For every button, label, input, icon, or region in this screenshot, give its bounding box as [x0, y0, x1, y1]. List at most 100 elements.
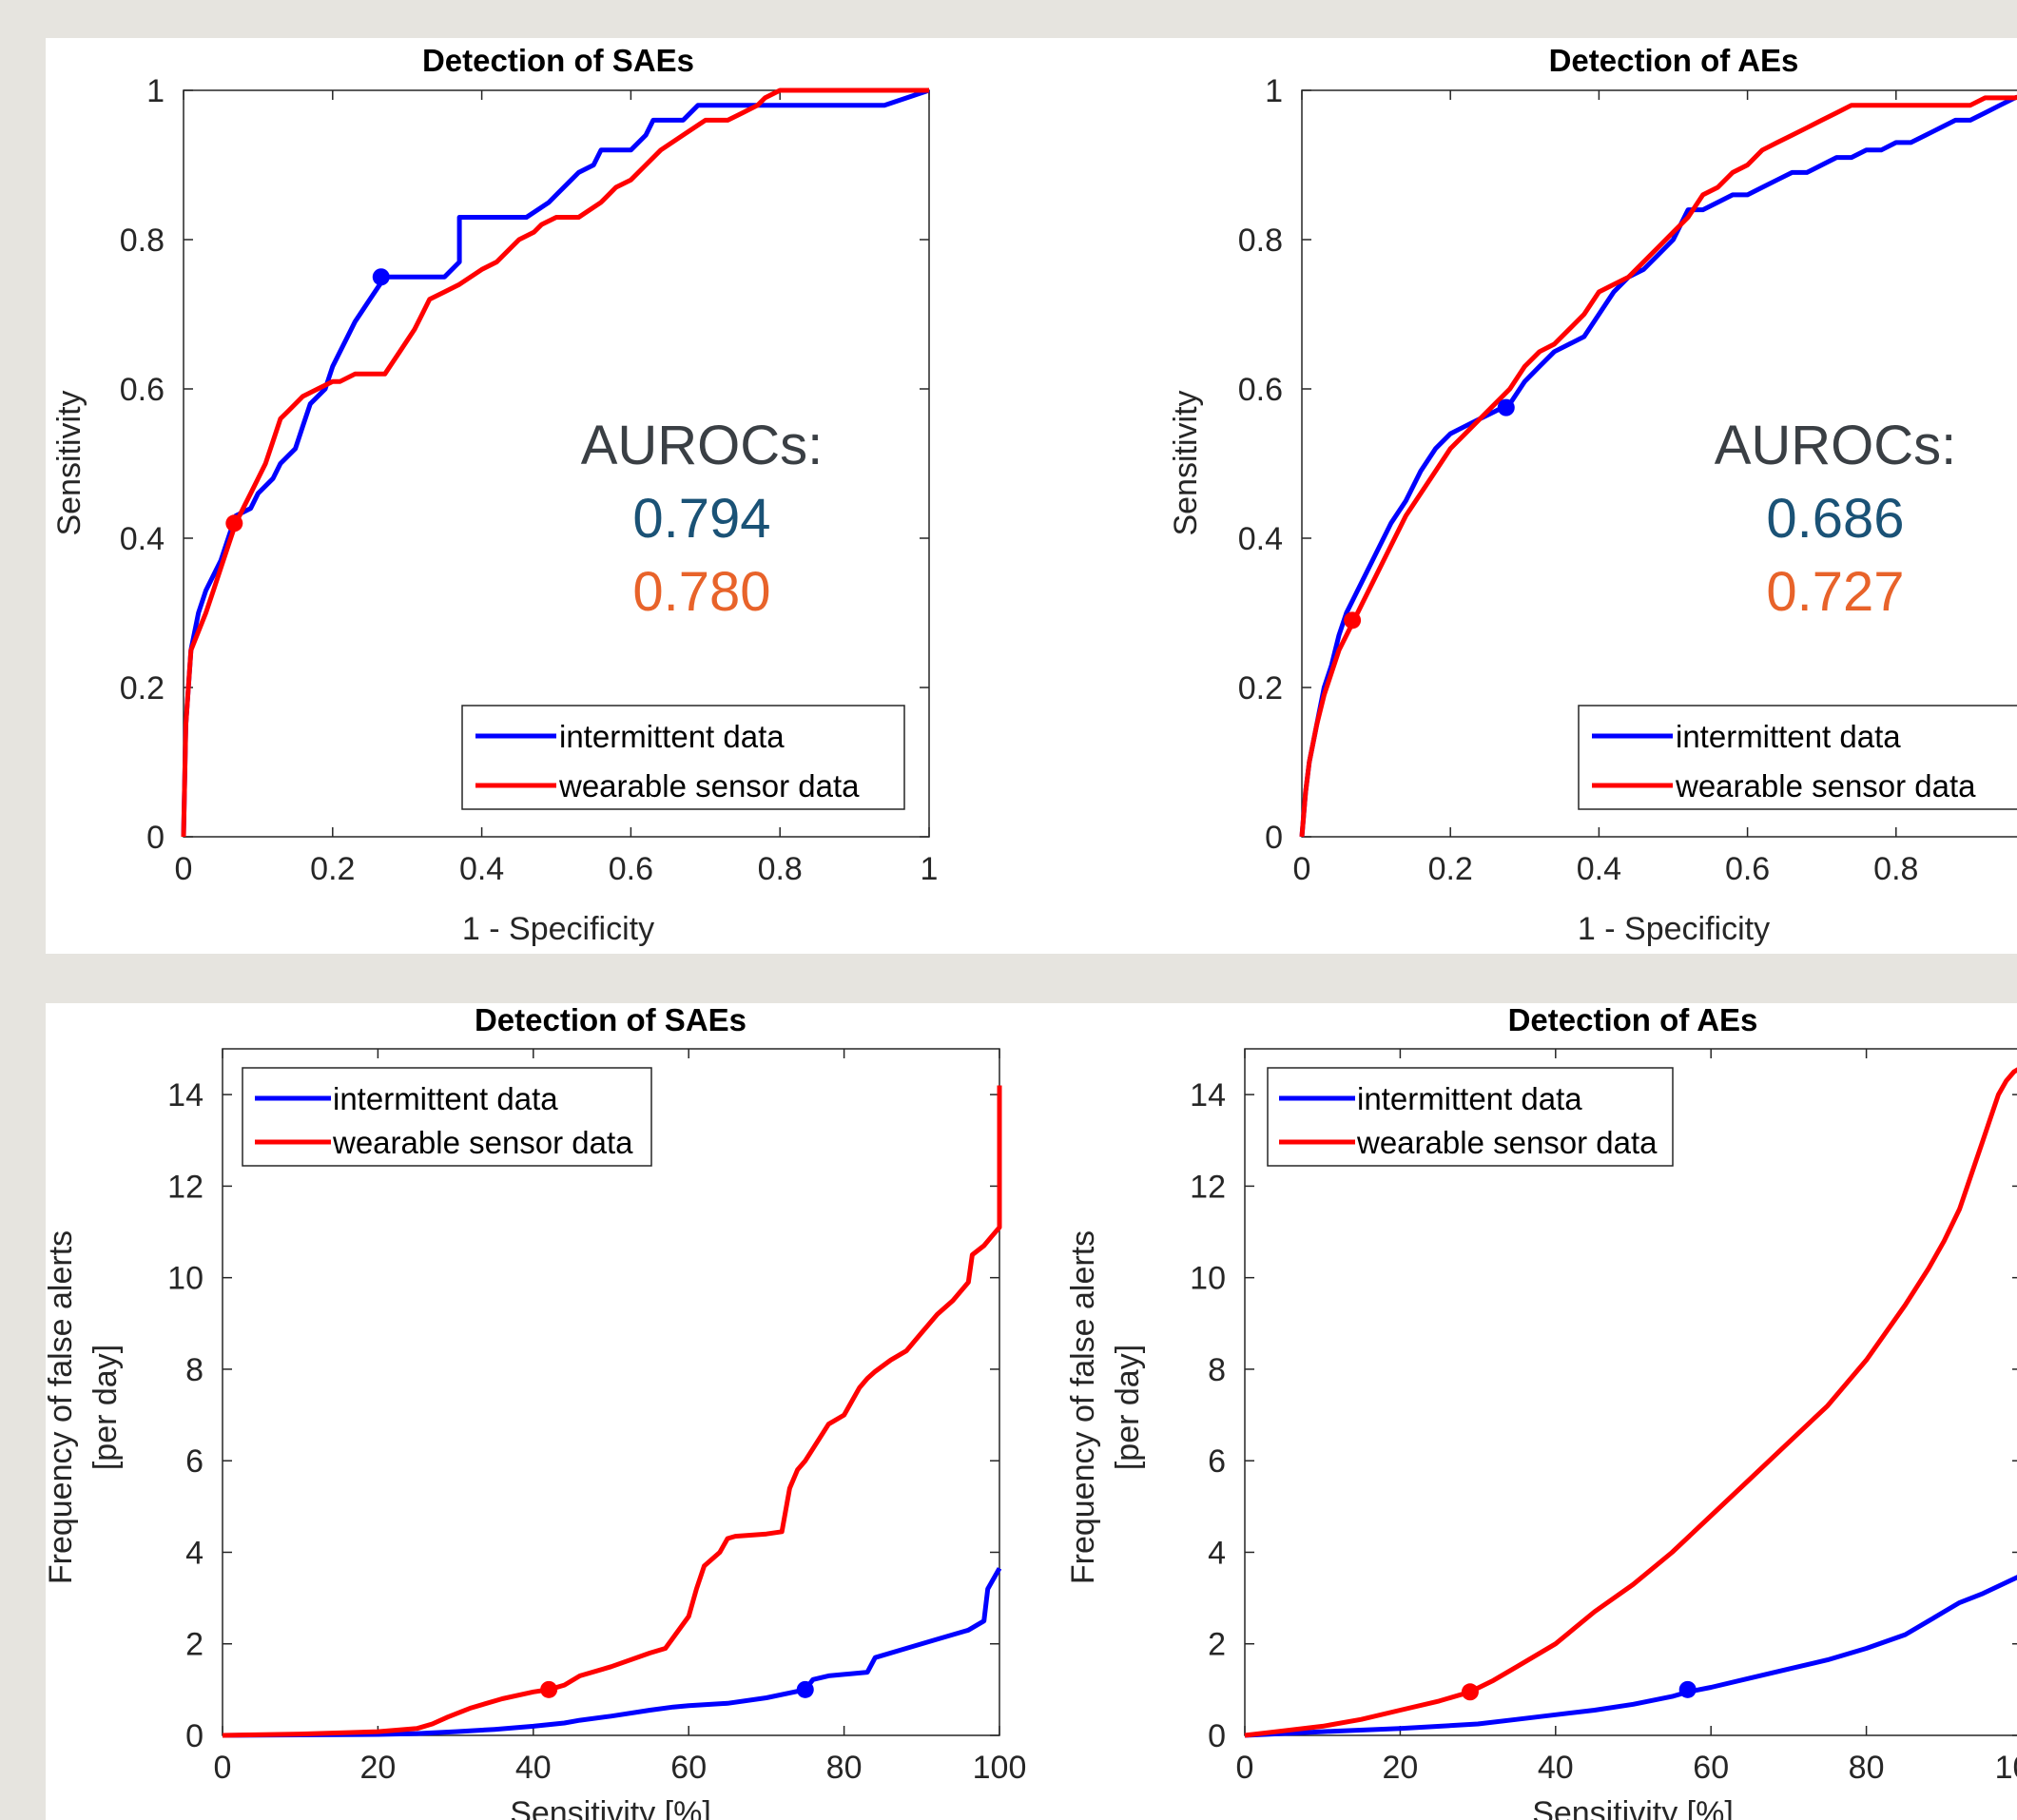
y-tick-label: 2 [185, 1627, 204, 1663]
x-axis-label: 1 - Specificity [1578, 911, 1770, 947]
legend-box [461, 705, 905, 810]
y-tick-label: 0.6 [1238, 372, 1283, 408]
series-line-wearable-sensor-data [1244, 1067, 2017, 1738]
y-tick-label: 8 [1208, 1352, 1226, 1388]
false-alerts-chart-aes: 0 20 40 60 80 100 0 2 4 6 8 10 12 14 Detection of AEs… [1065, 1002, 2017, 1820]
x-tick-label: 100 [973, 1750, 1027, 1786]
marker-wearable-sensor-data [225, 514, 243, 532]
y-tick-label: 1 [146, 73, 165, 109]
y-tick-label: 4 [1208, 1535, 1226, 1571]
series-line-wearable-sensor-data [1299, 94, 2017, 838]
marker-wearable-sensor-data [1461, 1683, 1479, 1701]
auroc-heading: AUROCs: [1715, 415, 1957, 476]
x-tick-label: 60 [1693, 1750, 1729, 1786]
auroc-wearable-value: 0.727 [1766, 561, 1904, 623]
y-tick-label: 0.8 [120, 223, 165, 259]
y-tick-label: 0 [1265, 820, 1283, 856]
y-axis-label: Sensitivity [51, 390, 87, 535]
y-tick-label: 0.2 [1238, 670, 1283, 707]
legend-label-intermittent: intermittent data [1676, 719, 1901, 754]
x-tick-label: 0.8 [758, 851, 803, 887]
x-tick-label: 0.6 [609, 851, 653, 887]
legend-label-intermittent: intermittent data [333, 1081, 558, 1116]
x-tick-label: 0.4 [459, 851, 504, 887]
y-tick-label: 0.6 [120, 372, 165, 408]
marker-wearable-sensor-data [1344, 611, 1362, 629]
y-axis-label-line-1: Frequency of false alerts [43, 1230, 79, 1584]
x-axis-label: Sensitivity [%] [510, 1795, 711, 1820]
chart-title: Detection of AEs [1549, 43, 1799, 78]
x-tick-label: 0 [1236, 1750, 1254, 1786]
legend: intermittent data wearable sensor data [242, 1067, 652, 1167]
y-tick-label: 12 [1190, 1169, 1226, 1205]
legend-box [242, 1067, 652, 1167]
auroc-intermittent-value: 0.794 [632, 488, 770, 550]
series-line-intermittent-data [1244, 1575, 2017, 1738]
x-tick-label: 0 [214, 1750, 232, 1786]
y-tick-label: 1 [1265, 73, 1283, 109]
x-tick-label: 40 [515, 1750, 552, 1786]
x-tick-label: 0.6 [1725, 851, 1770, 887]
y-tick-label: 12 [167, 1169, 204, 1205]
y-tick-label: 0.4 [120, 521, 165, 557]
x-tick-label: 1 [921, 851, 939, 887]
y-tick-label: 4 [185, 1535, 204, 1571]
x-tick-label: 20 [1382, 1750, 1418, 1786]
y-tick-label: 2 [1208, 1627, 1226, 1663]
legend-label-wearable: wearable sensor data [332, 1125, 633, 1160]
legend: intermittent data wearable sensor data [1578, 705, 2017, 810]
legend-label-intermittent: intermittent data [559, 719, 785, 754]
chart-title: Detection of AEs [1508, 1002, 1758, 1037]
y-tick-label: 0.2 [120, 670, 165, 707]
y-tick-label: 6 [185, 1443, 204, 1480]
y-tick-label: 0 [185, 1718, 204, 1754]
marker-intermittent-data [796, 1680, 814, 1698]
series-line-wearable-sensor-data [181, 87, 929, 838]
x-tick-label: 0.8 [1873, 851, 1918, 887]
y-tick-label: 10 [167, 1261, 204, 1297]
auroc-wearable-value: 0.780 [632, 561, 770, 623]
x-tick-label: 80 [826, 1750, 863, 1786]
auroc-intermittent-value: 0.686 [1766, 488, 1904, 550]
marker-wearable-sensor-data [540, 1680, 558, 1698]
x-tick-label: 100 [1995, 1750, 2017, 1786]
x-tick-label: 60 [670, 1750, 707, 1786]
marker-intermittent-data [1678, 1680, 1697, 1698]
y-axis-label-line-2: [per day] [1110, 1345, 1146, 1470]
legend: intermittent data wearable sensor data [1267, 1067, 1674, 1167]
roc-chart-saes: 0 0.2 0.4 0.6 0.8 1 0 0.2 0.4 0.6 0.8 1 Detection o… [51, 43, 938, 947]
chart-title: Detection of SAEs [422, 43, 694, 78]
y-tick-label: 10 [1190, 1261, 1226, 1297]
legend-box [1267, 1067, 1674, 1167]
y-tick-label: 14 [167, 1077, 204, 1113]
series-line-intermittent-data [222, 1567, 1002, 1738]
false-alerts-chart-saes: 0 20 40 60 80 100 0 2 4 6 8 10 12 14 Detection of SAE… [43, 1002, 1026, 1820]
x-tick-label: 80 [1849, 1750, 1885, 1786]
x-tick-label: 0 [1293, 851, 1311, 887]
y-tick-label: 0.8 [1238, 223, 1283, 259]
legend-label-wearable: wearable sensor data [1675, 768, 1976, 804]
x-tick-label: 40 [1538, 1750, 1574, 1786]
auroc-heading: AUROCs: [581, 415, 824, 476]
y-axis-label: Sensitivity [1168, 390, 1204, 535]
marker-intermittent-data [1497, 398, 1515, 416]
legend-label-wearable: wearable sensor data [558, 768, 860, 804]
y-tick-label: 0 [146, 820, 165, 856]
x-tick-label: 0.4 [1577, 851, 1621, 887]
x-axis-label: Sensitivity [%] [1532, 1795, 1734, 1820]
y-axis-label-line-2: [per day] [87, 1345, 124, 1470]
x-tick-label: 0 [175, 851, 193, 887]
legend-label-intermittent: intermittent data [1357, 1081, 1582, 1116]
x-tick-label: 20 [359, 1750, 396, 1786]
legend-label-wearable: wearable sensor data [1356, 1125, 1658, 1160]
y-tick-label: 14 [1190, 1077, 1226, 1113]
y-axis-label-line-1: Frequency of false alerts [1065, 1230, 1101, 1584]
marker-intermittent-data [372, 268, 390, 286]
series-line-wearable-sensor-data [222, 1085, 1002, 1738]
x-axis-label: 1 - Specificity [462, 911, 654, 947]
x-tick-label: 0.2 [1428, 851, 1473, 887]
y-tick-label: 0 [1208, 1718, 1226, 1754]
chart-title: Detection of SAEs [475, 1002, 747, 1037]
